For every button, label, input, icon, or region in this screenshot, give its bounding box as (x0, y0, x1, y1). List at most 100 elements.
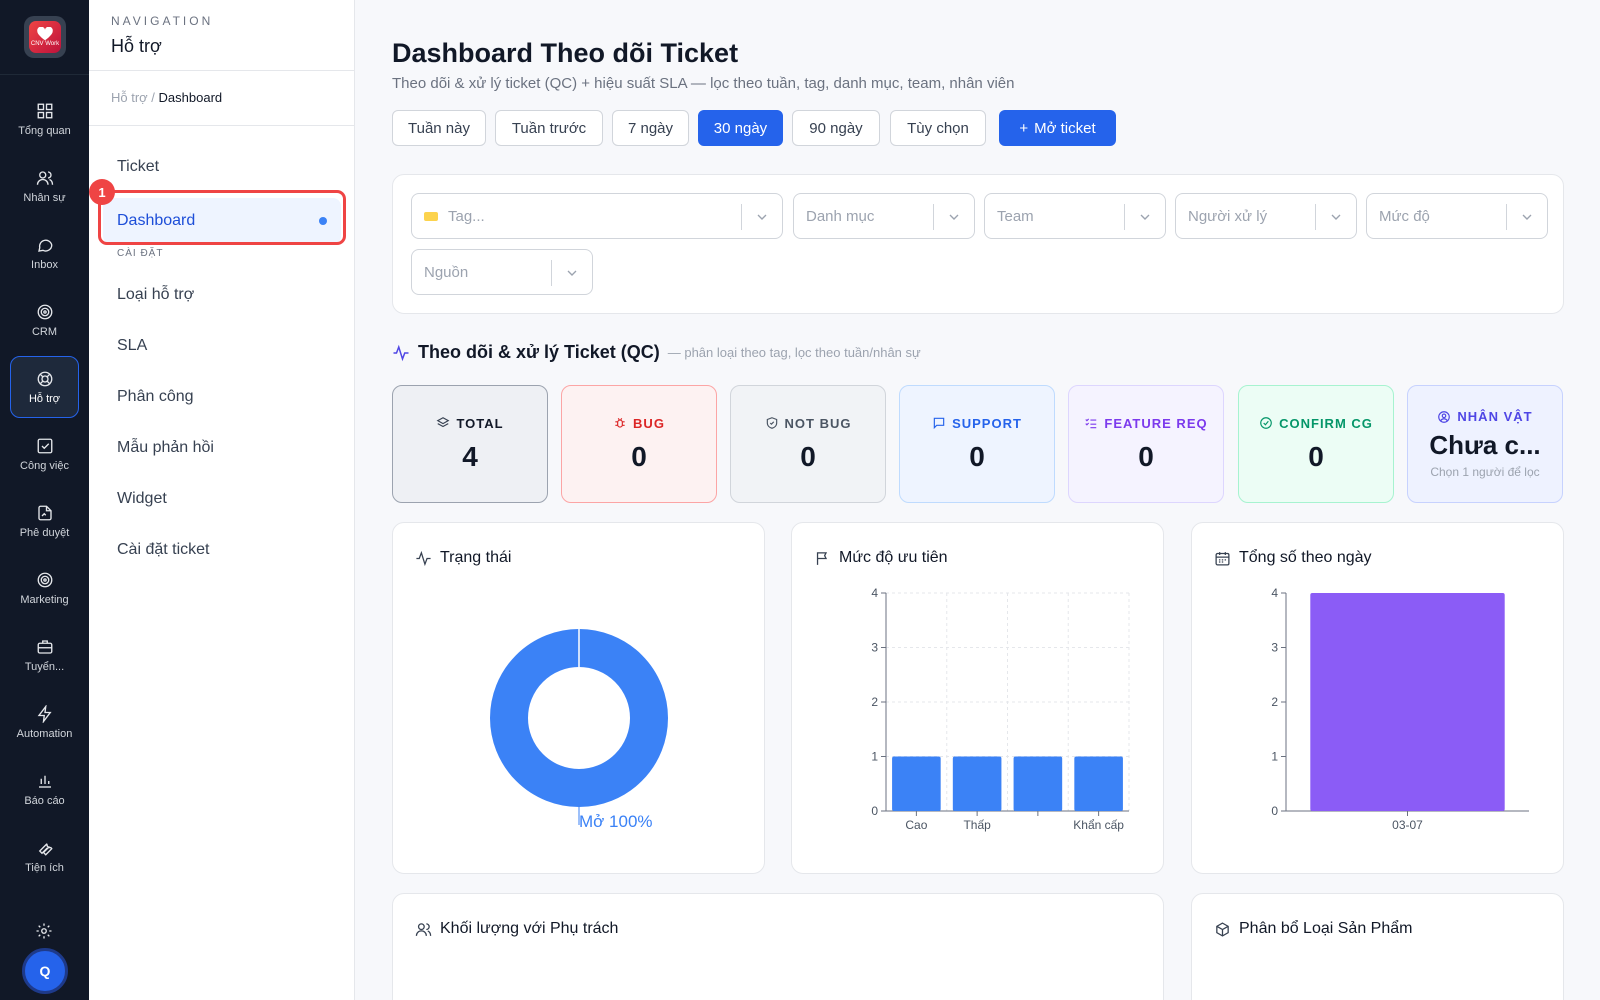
team-filter-placeholder: Team (997, 207, 1034, 225)
y-tick-label: 2 (1271, 695, 1278, 709)
priority-filter-placeholder: Mức độ (1379, 207, 1430, 225)
bar (892, 756, 941, 811)
select-divider (1124, 204, 1125, 230)
priority-chart-card: Mức độ ưu tiên 0 1 2 3 4 Cao Thấp Khẩn cấp (791, 522, 1164, 874)
range-7-days-button[interactable]: 7 ngày (612, 110, 689, 146)
rail-item-recruitment[interactable]: Tuyển... (10, 624, 79, 686)
app-logo[interactable]: CNV Work (24, 16, 66, 58)
lightning-icon (37, 704, 52, 723)
rail-item-utilities[interactable]: Tiện ích (10, 825, 79, 887)
rail-item-label: Tiện ích (25, 861, 64, 874)
icon-rail: CNV Work Tổng quan Nhân sự Inbox CRM Hỗ … (0, 0, 89, 1000)
rail-item-approval[interactable]: Phê duyệt (10, 490, 79, 552)
card-title: Tổng số theo ngày (1239, 549, 1372, 566)
user-avatar[interactable]: Q (22, 948, 68, 994)
plus-icon: + (1019, 119, 1029, 137)
settings-gear-icon[interactable] (35, 922, 53, 945)
rail-item-support[interactable]: Hỗ trợ (10, 356, 79, 418)
file-sign-icon (37, 505, 52, 520)
package-icon (1216, 921, 1229, 937)
stat-label: NHÂN VẬT (1437, 409, 1532, 424)
breadcrumb: Hỗ trợ / Dashboard (111, 90, 222, 105)
nav-item-sla[interactable]: SLA (117, 337, 148, 354)
rail-item-label: Phê duyệt (19, 526, 70, 539)
nav-item-ticket-settings[interactable]: Cài đặt ticket (117, 541, 210, 558)
priority-filter-select[interactable]: Mức độ (1366, 193, 1548, 239)
rail-item-label: Inbox (31, 258, 58, 271)
rail-item-label: Automation (16, 727, 73, 740)
stat-card-not-bug[interactable]: NOT BUG 0 (730, 385, 886, 503)
nav-item-reply-templates[interactable]: Mẫu phản hồi (117, 439, 214, 456)
rail-item-crm[interactable]: CRM (10, 289, 79, 351)
bar (1013, 756, 1063, 811)
status-chart-card: Trạng thái Mở 100% (392, 522, 765, 874)
stat-card-character[interactable]: NHÂN VẬT Chưa c... Chọn 1 người để lọc (1407, 385, 1563, 503)
bar (1074, 756, 1123, 811)
range-90-days-button[interactable]: 90 ngày (792, 110, 880, 146)
select-divider (933, 204, 934, 230)
nav-item-assignment[interactable]: Phân công (117, 388, 194, 405)
team-filter-select[interactable]: Team (984, 193, 1166, 239)
nav-item-dashboard[interactable]: Dashboard (103, 198, 341, 244)
breadcrumb-parent[interactable]: Hỗ trợ / (111, 90, 155, 105)
bar (952, 756, 1002, 811)
status-donut-chart: Mở 100% (490, 629, 668, 831)
card-title: Mức độ ưu tiên (839, 549, 948, 566)
bug-icon (615, 418, 625, 428)
flag-icon (816, 551, 828, 565)
tag-icon (424, 211, 438, 221)
card-header: Trạng thái (415, 549, 511, 567)
user-circle-icon (1438, 410, 1451, 423)
x-tick-label: 03-07 (1392, 818, 1423, 832)
stat-label-text: FEATURE REQ (1104, 415, 1208, 431)
nav-item-widget[interactable]: Widget (117, 490, 167, 507)
dashboard-grid-icon (37, 103, 52, 118)
stat-label: BUG (613, 416, 665, 431)
rail-item-inbox[interactable]: Inbox (10, 222, 79, 284)
nav-item-ticket[interactable]: Ticket (117, 158, 160, 175)
assignee-filter-select[interactable]: Người xử lý (1175, 193, 1357, 239)
open-ticket-button[interactable]: + Mở ticket (999, 110, 1116, 146)
target-icon (37, 572, 52, 587)
rail-item-label: CRM (31, 325, 58, 338)
stat-card-support[interactable]: SUPPORT 0 (899, 385, 1055, 503)
stat-card-feature-req[interactable]: FEATURE REQ 0 (1068, 385, 1224, 503)
rail-divider (0, 74, 89, 75)
wrench-icon (38, 842, 53, 856)
rail-item-label: Hỗ trợ (28, 392, 61, 405)
category-filter-select[interactable]: Danh mục (793, 193, 975, 239)
assignee-filter-placeholder: Người xử lý (1188, 207, 1268, 225)
tag-filter-select[interactable]: Tag... (411, 193, 783, 239)
y-tick-label: 1 (1271, 750, 1278, 764)
range-30-days-button[interactable]: 30 ngày (698, 110, 783, 146)
range-custom-button[interactable]: Tùy chọn (890, 110, 986, 146)
stat-card-total[interactable]: TOTAL 4 (392, 385, 548, 503)
y-tick-label: 4 (871, 586, 878, 600)
stat-label-text: TOTAL (456, 415, 504, 431)
stat-card-confirm-cg[interactable]: CONFIRM CG 0 (1238, 385, 1394, 503)
rail-item-automation[interactable]: Automation (10, 691, 79, 753)
stat-value: 0 (631, 440, 647, 472)
card-header: Khối lượng với Phụ trách (415, 920, 618, 938)
nav-item-support-types[interactable]: Loại hỗ trợ (117, 286, 195, 303)
x-tick-label: Thấp (963, 818, 991, 832)
nav-section-settings: CÀI ĐẶT (117, 248, 164, 259)
y-tick-label: 0 (871, 804, 878, 818)
card-header: Phân bổ Loại Sản Phẩm (1214, 920, 1412, 938)
section-title: Theo dõi & xử lý Ticket (QC) (418, 342, 660, 362)
rail-item-tasks[interactable]: Công việc (10, 423, 79, 485)
y-tick-label: 1 (871, 750, 878, 764)
stat-value: 0 (800, 440, 816, 472)
range-last-week-button[interactable]: Tuần trước (495, 110, 603, 146)
source-filter-select[interactable]: Nguồn (411, 249, 593, 295)
stat-card-bug[interactable]: BUG 0 (561, 385, 717, 503)
page-subtitle: Theo dõi & xử lý ticket (QC) + hiệu suất… (392, 75, 1015, 92)
range-this-week-button[interactable]: Tuần này (392, 110, 486, 146)
rail-item-marketing[interactable]: Marketing (10, 557, 79, 619)
users-icon (36, 170, 53, 185)
x-tick-label: Khẩn cấp (1073, 818, 1124, 832)
chevron-down-icon (1519, 209, 1535, 225)
rail-item-hr[interactable]: Nhân sự (10, 155, 79, 217)
rail-item-overview[interactable]: Tổng quan (10, 88, 79, 150)
rail-item-reports[interactable]: Báo cáo (10, 758, 79, 820)
